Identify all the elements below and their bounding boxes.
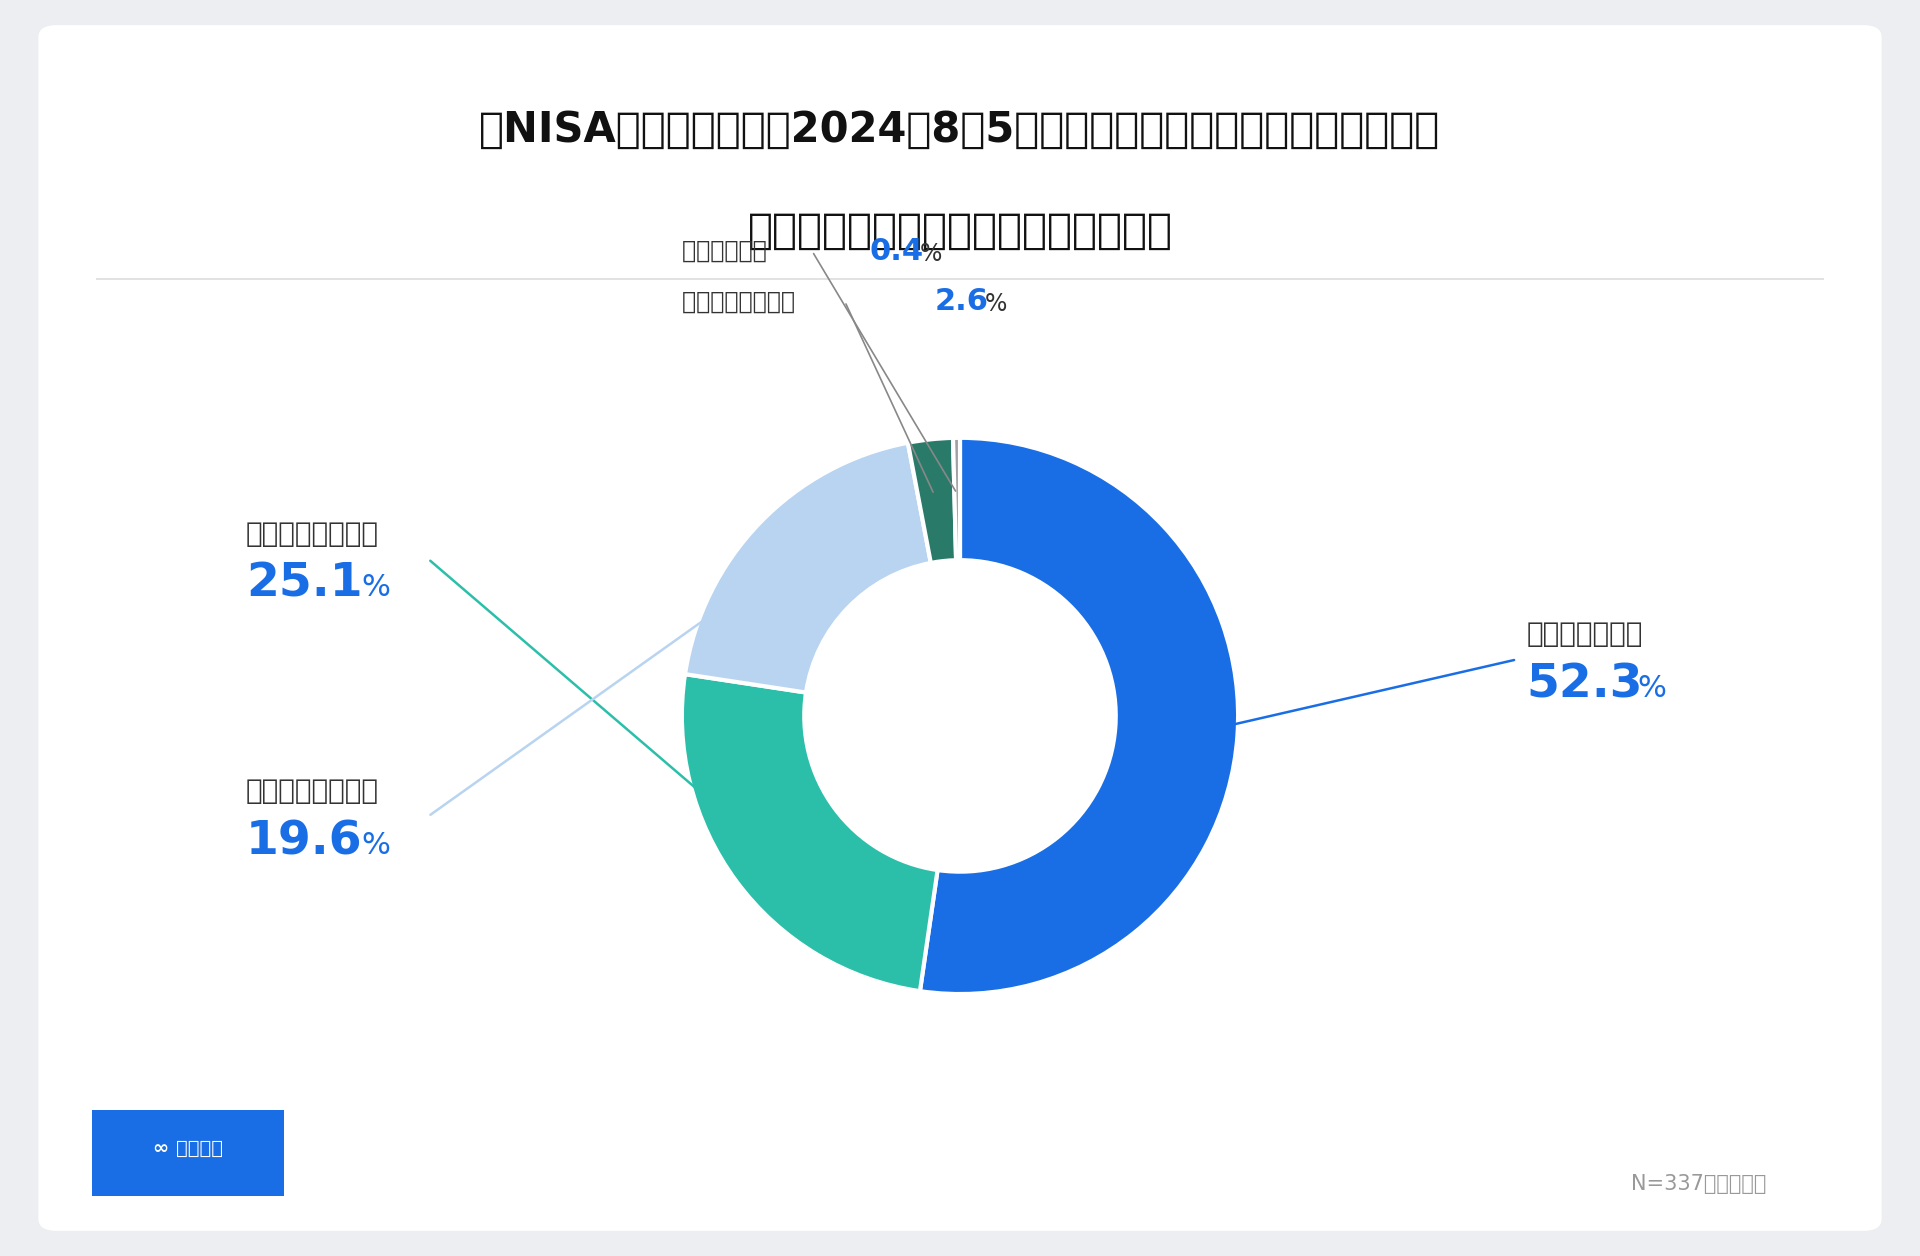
Wedge shape (952, 438, 960, 560)
Text: %: % (920, 241, 943, 266)
Text: 運用をやめた: 運用をやめた (682, 239, 774, 264)
Text: 0.4: 0.4 (870, 236, 924, 266)
Text: N=337、単一回答: N=337、単一回答 (1630, 1174, 1766, 1194)
Text: %: % (361, 830, 390, 860)
Text: 情報収集している: 情報収集している (246, 777, 378, 805)
FancyBboxPatch shape (38, 25, 1882, 1231)
Text: 52.3: 52.3 (1526, 662, 1644, 707)
Wedge shape (682, 674, 937, 991)
Text: %: % (985, 291, 1008, 317)
Text: ∞ オカネコ: ∞ オカネコ (154, 1139, 223, 1158)
Text: 運用額を減らした: 運用額を減らした (682, 289, 803, 314)
Text: 運用額を増やした: 運用額を増やした (246, 520, 378, 548)
Text: が、どのような行動をとりましたか。: が、どのような行動をとりましたか。 (747, 210, 1173, 252)
Text: 19.6: 19.6 (246, 819, 363, 864)
Wedge shape (908, 438, 956, 563)
Text: 25.1: 25.1 (246, 561, 363, 607)
Wedge shape (920, 438, 1238, 993)
Text: 何もしなかった: 何もしなかった (1526, 620, 1644, 648)
Text: %: % (361, 573, 390, 603)
Text: 2.6: 2.6 (935, 286, 989, 317)
Text: 新NISA実施中の方へ、2024年8月5日（月）から市場急変が続いています: 新NISA実施中の方へ、2024年8月5日（月）から市場急変が続いています (480, 108, 1440, 151)
FancyBboxPatch shape (77, 1104, 300, 1202)
Text: %: % (1638, 673, 1667, 703)
Wedge shape (685, 442, 931, 692)
